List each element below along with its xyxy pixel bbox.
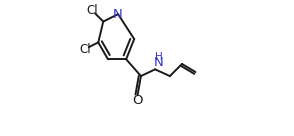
Text: Cl: Cl bbox=[80, 43, 91, 56]
Text: N: N bbox=[154, 56, 164, 69]
Text: N: N bbox=[113, 8, 123, 21]
Text: O: O bbox=[132, 94, 143, 107]
Text: Cl: Cl bbox=[86, 4, 98, 17]
Text: H: H bbox=[155, 52, 163, 62]
